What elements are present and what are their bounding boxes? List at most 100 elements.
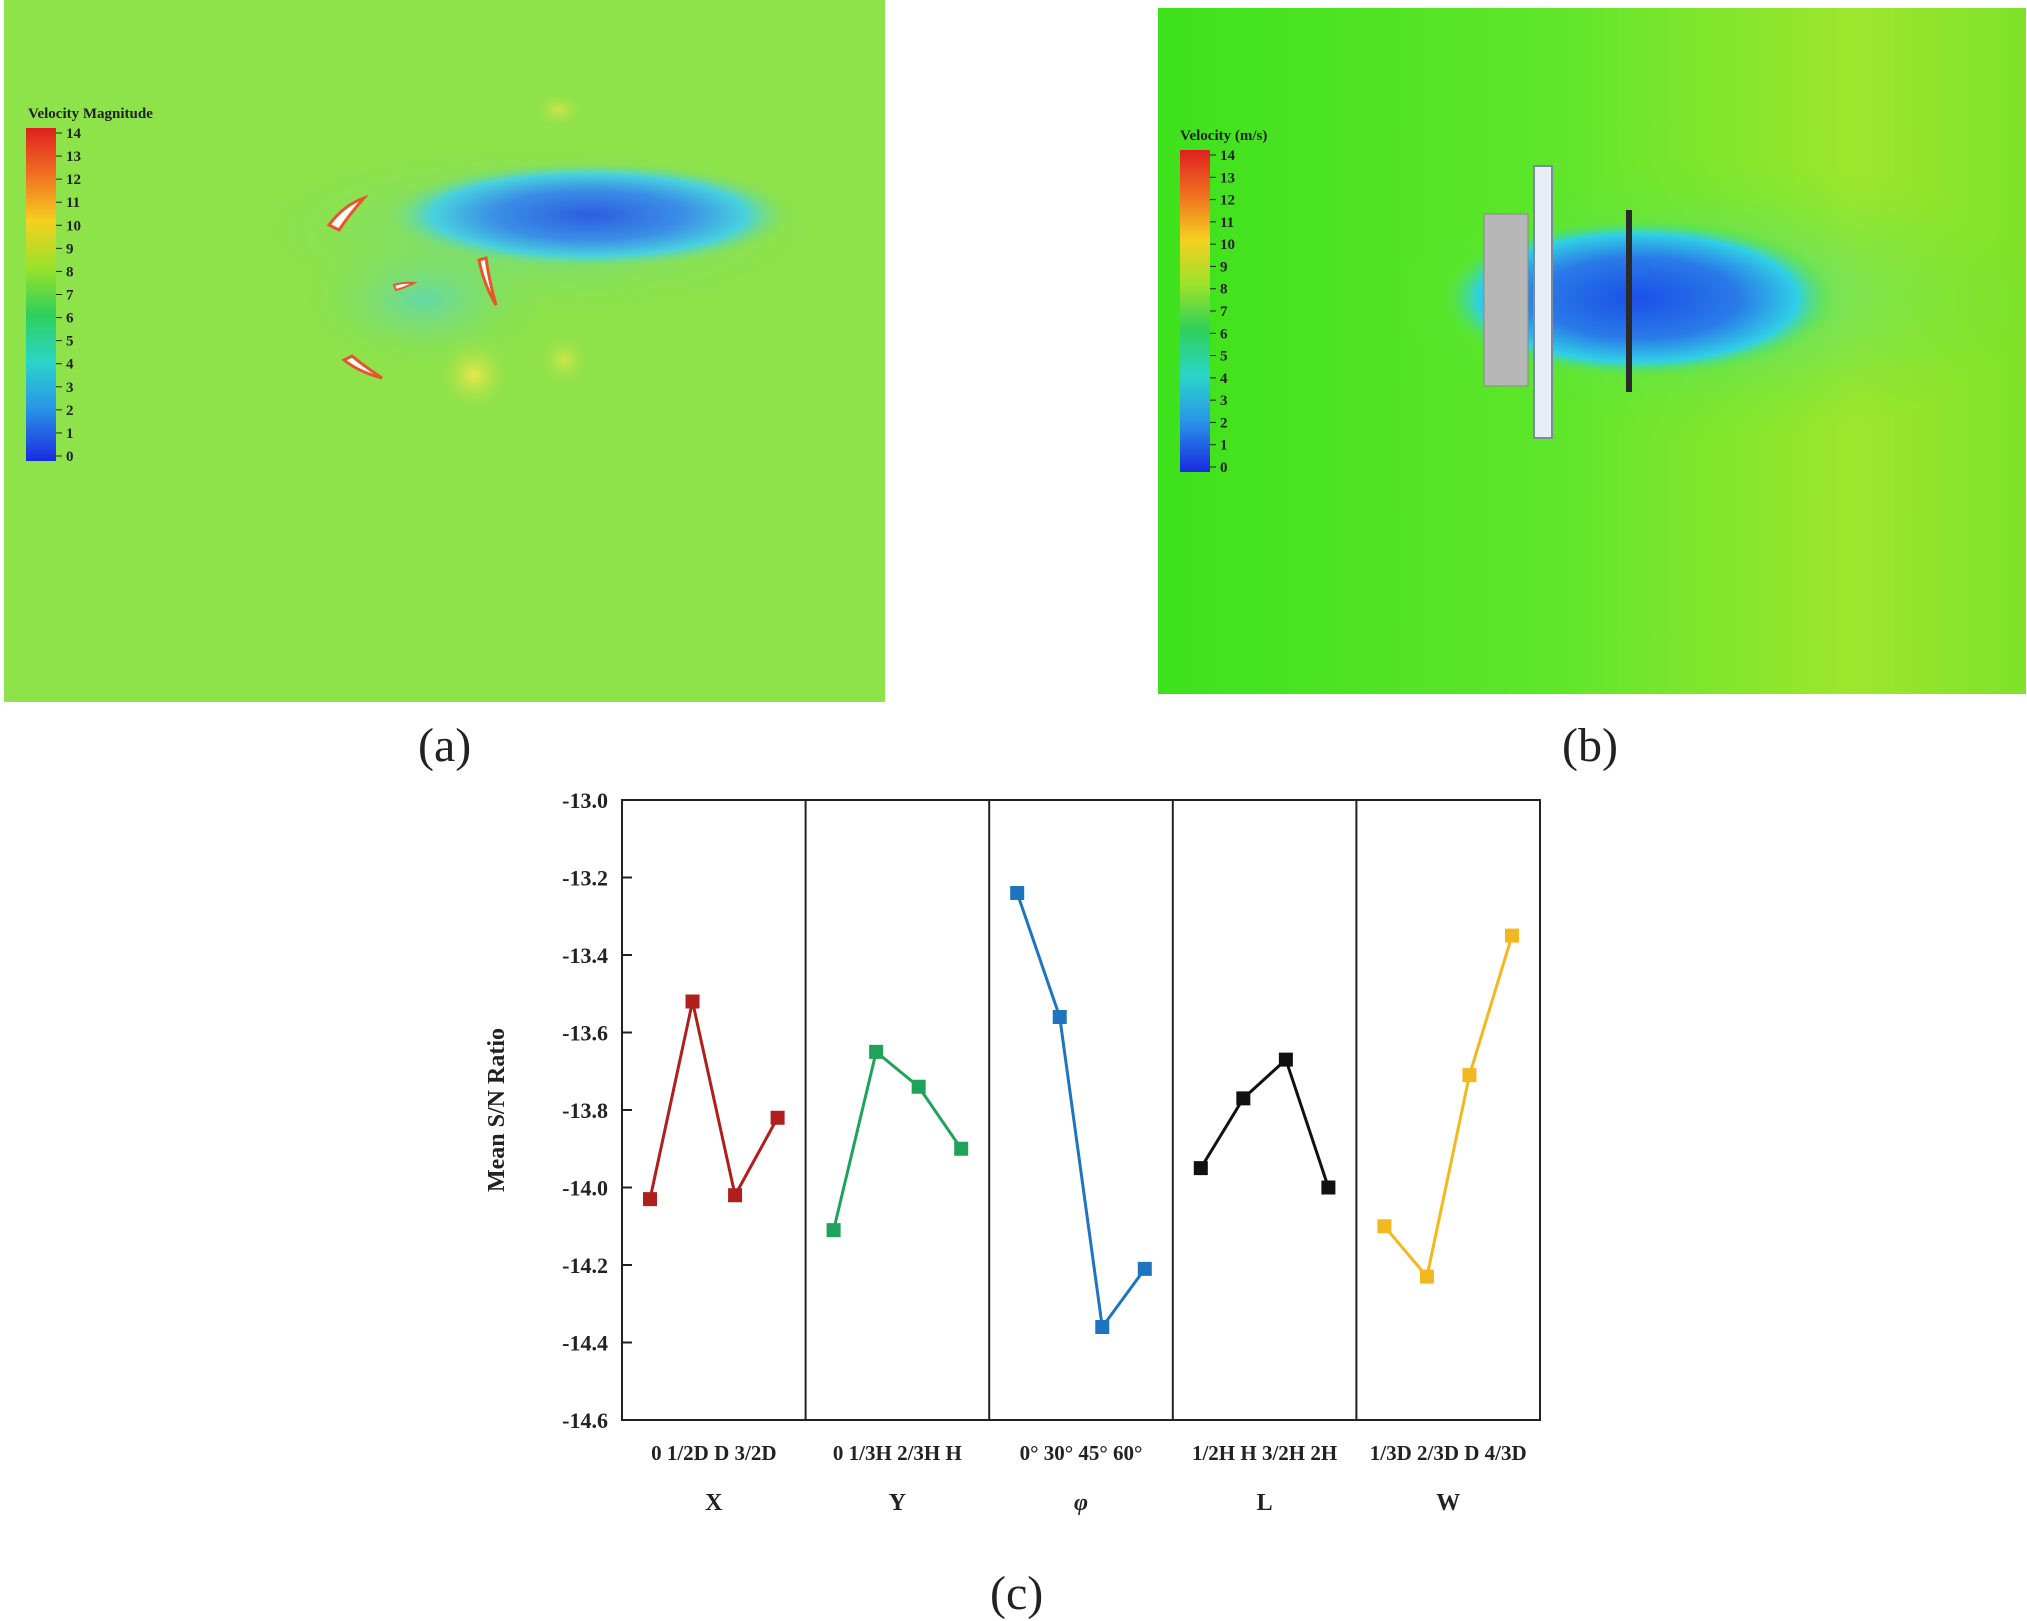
blade-plate-rear [1626, 210, 1632, 392]
data-point-Y [826, 1223, 841, 1238]
y-tick-label: -13.4 [562, 943, 608, 968]
blade-plate-front [1533, 165, 1553, 439]
blade-3 [477, 256, 498, 306]
legend-tick-label: 3 [1220, 393, 1228, 409]
main-effects-chart: -13.0 -13.2 -13.4 -13.6 -13.8 -14.0 -14.2 -14.4… [470, 770, 1570, 1550]
blades-group [326, 194, 498, 380]
legend-tick-label: 11 [66, 195, 80, 211]
legend-tick-label: 1 [66, 426, 74, 442]
legend-tick-label: 6 [66, 311, 74, 327]
x-tick-labels-Y: 0 1/3H 2/3H H [833, 1441, 962, 1465]
high-speed-region [434, 335, 514, 415]
factor-label-L: L [1257, 1490, 1273, 1516]
data-point-L [1236, 1091, 1251, 1106]
series-line-W [1383, 935, 1514, 1280]
plot-frame [621, 799, 1541, 1421]
wake-lower [294, 230, 554, 370]
data-point-φ [1095, 1320, 1110, 1334]
factor-label-φ: φ [1074, 1490, 1088, 1516]
legend-tick-label: 8 [66, 264, 74, 280]
data-point-Y [954, 1141, 969, 1156]
series-line-φ [1015, 892, 1147, 1331]
legend-tick-label: 8 [1220, 282, 1228, 298]
y-tick-label: -14.2 [562, 1253, 608, 1278]
data-point-Y [869, 1044, 884, 1059]
legend-tick-label: 2 [1220, 415, 1228, 431]
data-point-X [685, 994, 700, 1009]
data-point-X [770, 1110, 785, 1125]
data-point-L [1278, 1052, 1293, 1067]
data-point-W [1377, 1219, 1392, 1234]
data-point-φ [1010, 886, 1025, 900]
legend-title-a: Velocity Magnitude [28, 106, 153, 122]
legend-tick-label: 9 [1220, 259, 1228, 275]
legend-tick-label: 7 [66, 288, 74, 304]
data-point-W [1419, 1269, 1434, 1284]
legend-tick-label: 13 [66, 149, 81, 165]
x-tick-labels-φ: 0° 30° 45° 60° [1020, 1441, 1143, 1465]
data-point-X [728, 1188, 743, 1203]
legend-tick-label: 14 [66, 126, 82, 142]
legend-colorbar-b [1180, 150, 1210, 472]
legend-tick-label: 10 [66, 218, 81, 234]
y-tick-label: -13.0 [562, 788, 608, 813]
factor-label-X: X [705, 1490, 723, 1516]
y-tick-label: -13.2 [562, 866, 608, 891]
velocity-contour-panel-b: Velocity (m/s) 14 13 12 11 10 9 8 7 6 5 4 3 2 1 0 [1158, 8, 2026, 694]
high-speed-region-3 [529, 90, 589, 130]
legend-tick-label: 5 [66, 334, 74, 350]
series-line-X [648, 1001, 779, 1200]
data-point-Y [911, 1079, 926, 1094]
y-tick-label: -13.8 [562, 1098, 608, 1123]
caption-a: (a) [418, 719, 472, 772]
legend-tick-label: 4 [66, 357, 74, 373]
data-point-L [1193, 1161, 1208, 1176]
legend-tick-label: 12 [66, 172, 81, 188]
legend-tick-label: 13 [1220, 170, 1235, 186]
caption-c: (c) [990, 1567, 1044, 1620]
legend-colorbar-a [26, 128, 56, 461]
chart-svg: -13.0 -13.2 -13.4 -13.6 -13.8 -14.0 -14.2 -14.4… [484, 788, 1541, 1516]
data-point-L [1321, 1180, 1336, 1195]
blade-1 [326, 194, 369, 232]
high-speed-region-2 [534, 330, 594, 390]
series-line-Y [832, 1049, 963, 1231]
x-tick-labels-W: 1/3D 2/3D D 4/3D [1370, 1441, 1527, 1465]
factor-label-W: W [1436, 1490, 1460, 1516]
y-axis-label: Mean S/N Ratio [484, 1028, 510, 1192]
legend-tick-label: 0 [66, 449, 74, 465]
velocity-contour-panel-a: Velocity Magnitude 14 13 12 11 10 9 8 7 6 5 4 3 2 1 0 [4, 0, 885, 702]
legend-tick-label: 10 [1220, 237, 1235, 253]
data-point-W [1462, 1068, 1477, 1083]
y-tick-label: -13.6 [562, 1021, 608, 1046]
blade-2 [341, 354, 383, 380]
legend-tick-label: 2 [66, 403, 74, 419]
legend-tick-label: 4 [1220, 371, 1228, 387]
x-tick-labels-X: 0 1/2D D 3/2D [651, 1441, 776, 1465]
y-tick-label: -14.0 [562, 1176, 608, 1201]
legend-tick-label: 11 [1220, 215, 1234, 231]
data-point-X [643, 1192, 657, 1207]
y-tick-label: -14.6 [562, 1408, 608, 1433]
series-line-L [1199, 1056, 1330, 1188]
legend-tick-label: 12 [1220, 193, 1235, 209]
legend-title-b: Velocity (m/s) [1180, 128, 1267, 144]
y-tick-label: -14.4 [562, 1331, 608, 1356]
data-point-φ [1052, 1010, 1067, 1024]
legend-tick-label: 3 [66, 380, 74, 396]
legend-tick-label: 9 [66, 241, 74, 257]
legend-tick-label: 14 [1220, 148, 1236, 164]
legend-tick-label: 7 [1220, 304, 1228, 320]
legend-tick-label: 6 [1220, 326, 1228, 342]
legend-tick-label: 1 [1220, 438, 1228, 454]
obstacle-block [1483, 213, 1529, 387]
legend-tick-label: 5 [1220, 349, 1228, 365]
data-point-φ [1137, 1261, 1152, 1276]
factor-label-Y: Y [889, 1490, 906, 1516]
x-tick-labels-L: 1/2H H 3/2H 2H [1192, 1441, 1337, 1465]
blade-4 [392, 281, 418, 292]
